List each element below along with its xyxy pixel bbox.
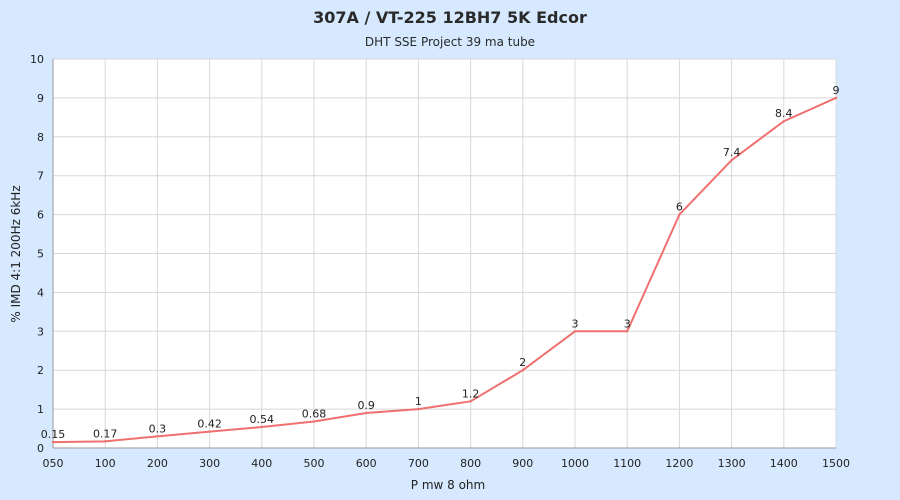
data-point <box>365 411 368 415</box>
data-label: 0.9 <box>357 399 375 412</box>
data-label: 0.54 <box>250 413 275 426</box>
data-point <box>521 369 524 372</box>
data-label: 1 <box>415 395 422 408</box>
data-label: 0.3 <box>149 422 167 435</box>
grid-lines <box>53 58 837 448</box>
data-label: 0.15 <box>41 428 66 441</box>
y-tick-label: 7 <box>37 170 44 183</box>
data-point <box>782 120 785 123</box>
data-label: 0.68 <box>302 408 327 421</box>
chart-subtitle: DHT SSE Project 39 ma tube <box>365 35 535 49</box>
x-tick-label: 600 <box>356 457 377 470</box>
x-tick-label: 200 <box>147 457 168 470</box>
chart-title: 307A / VT-225 12BH7 5K Edcor <box>313 8 587 27</box>
data-point <box>834 96 838 100</box>
data-point <box>573 330 577 333</box>
y-tick-label: 4 <box>37 286 44 299</box>
y-tick-label: 1 <box>37 403 44 416</box>
data-label: 6 <box>676 201 683 214</box>
data-label: 0.42 <box>197 418 222 431</box>
data-label: 9 <box>833 84 840 97</box>
data-point <box>626 330 629 333</box>
data-point <box>156 435 159 438</box>
data-label: 7.4 <box>723 146 741 159</box>
x-tick-label: 1000 <box>561 457 589 470</box>
x-axis-title: P mw 8 ohm <box>411 478 485 492</box>
data-point <box>51 440 55 444</box>
x-tick-label: 1200 <box>665 457 693 470</box>
x-tick-label: 800 <box>460 457 481 470</box>
x-tick-label: 1500 <box>822 457 850 470</box>
data-label: 3 <box>624 317 631 330</box>
data-label: 8.4 <box>775 107 793 120</box>
y-tick-label: 0 <box>37 442 44 455</box>
data-point <box>469 400 472 403</box>
data-point <box>312 420 316 423</box>
series-line <box>52 96 837 444</box>
data-label: 1.2 <box>462 387 480 400</box>
y-tick-label: 5 <box>37 248 44 261</box>
y-tick-label: 2 <box>37 364 44 377</box>
y-tick-label: 6 <box>37 209 44 222</box>
y-tick-label: 10 <box>30 53 44 66</box>
series-layer <box>51 96 838 444</box>
x-tick-label: 100 <box>95 457 116 470</box>
x-tick-label: 500 <box>304 457 325 470</box>
x-tick-label: 300 <box>199 457 220 470</box>
x-tick-label: 1100 <box>613 457 641 470</box>
x-tick-label: 700 <box>408 457 429 470</box>
data-label: 2 <box>519 356 526 369</box>
y-tick-labels: 0 1 2 3 4 5 6 7 8 9 10 <box>30 53 44 455</box>
data-label: 3 <box>572 317 579 330</box>
y-tick-label: 9 <box>37 92 44 105</box>
data-point <box>104 440 107 443</box>
data-point <box>730 158 733 162</box>
x-tick-label: 900 <box>512 457 533 470</box>
data-point <box>417 407 420 411</box>
data-labels: 0.15 0.17 0.3 0.42 0.54 0.68 0.9 1 1.2 2 3 3 6 7.4 8.4… <box>41 84 840 441</box>
y-axis-title: % IMD 4:1 200Hz 6kHz <box>9 185 23 322</box>
data-point <box>208 430 211 433</box>
x-tick-labels: 050 100 200 300 400 500 600 700 800 900 1000 1100 12… <box>43 457 851 470</box>
data-point <box>678 213 681 216</box>
x-tick-label: 1400 <box>770 457 798 470</box>
x-tick-label: 050 <box>43 457 64 470</box>
data-point <box>260 425 263 429</box>
data-label: 0.17 <box>93 427 118 440</box>
axes <box>52 59 836 449</box>
x-tick-label: 1300 <box>718 457 746 470</box>
x-tick-label: 400 <box>251 457 272 470</box>
y-tick-label: 8 <box>37 131 44 144</box>
y-tick-label: 3 <box>37 325 44 338</box>
